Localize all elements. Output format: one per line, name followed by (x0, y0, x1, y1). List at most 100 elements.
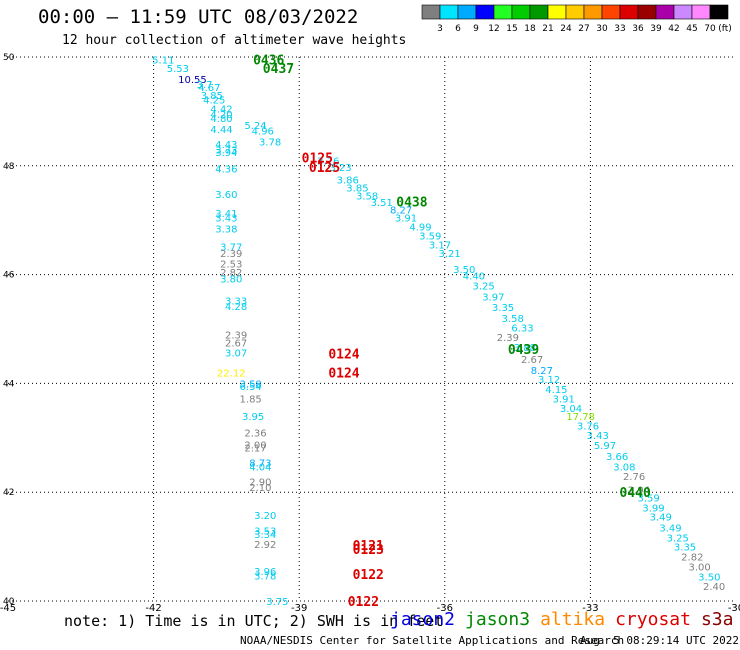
swh-value: 2.90 (249, 477, 271, 488)
pass-time-label: 0125 (309, 161, 340, 176)
swh-value: 3.49 (659, 524, 681, 535)
pass-time-label: 0122 (348, 595, 379, 610)
x-tick-label: -42 (145, 603, 161, 614)
swh-value: 5.11 (152, 56, 174, 67)
swh-value: 3.21 (439, 249, 461, 260)
pass-time-label: 0436 (253, 54, 284, 69)
swh-value: 4.44 (210, 125, 232, 136)
swh-value: 2.10 (249, 483, 271, 494)
swh-value: 2.53 (220, 260, 242, 271)
colorbar-tick-label: 36 (632, 24, 644, 34)
colorbar-swatch (673, 4, 693, 20)
swh-value: 3.35 (674, 543, 696, 554)
pass-time-label: 0123 (353, 543, 384, 558)
swh-value: 2.67 (225, 339, 247, 350)
swh-value: 3.38 (215, 224, 237, 235)
colorbar-tick-label: 70 (704, 24, 716, 34)
colorbar-tick-label: 18 (524, 24, 536, 34)
swh-value: 3.95 (242, 412, 264, 423)
swh-value: 8.27 (531, 366, 553, 377)
swh-value: 3.59 (419, 231, 441, 242)
swh-value: 2.39 (497, 333, 519, 344)
swh-value: 3.17 (429, 241, 451, 252)
swh-value: 3.23 (329, 163, 351, 174)
colorbar-tick-label: 9 (473, 24, 479, 34)
swh-value: 3.33 (225, 297, 247, 308)
swh-value: 2.67 (521, 355, 543, 366)
satellite-jason2: jason2 (390, 609, 456, 630)
pass-time-label: 0122 (353, 568, 384, 583)
colorbar-tick-label: 3 (437, 24, 443, 34)
swh-value: 3.85 (201, 91, 223, 102)
y-tick-label: 46 (3, 271, 15, 281)
colorbar-tick-label: 12 (488, 24, 499, 34)
x-tick-label: -45 (0, 603, 16, 614)
y-tick-label: 48 (3, 162, 15, 172)
colorbar-swatch (493, 4, 513, 20)
swh-value: 3.73 (215, 145, 237, 156)
swh-value: 10.55 (178, 75, 207, 86)
swh-value: 2.36 (244, 428, 266, 439)
swh-value: 2.39 (220, 249, 242, 260)
swh-value: 3.25 (472, 281, 494, 292)
swh-value: 3.78 (259, 137, 281, 148)
swh-value: 3.75 (266, 597, 288, 608)
swh-value: 3.7 (197, 80, 213, 91)
swh-value: 3.49 (650, 513, 672, 524)
colorbar-tick-label: 45 (686, 24, 697, 34)
footer-timestamp: Aug 5 08:29:14 UTC 2022 (580, 634, 739, 647)
swh-value: 3.85 (346, 184, 368, 195)
swh-value: 2.92 (254, 540, 276, 551)
swh-value: 3.35 (492, 303, 514, 314)
colorbar-swatch (709, 4, 729, 20)
swh-value: 4.15 (545, 385, 567, 396)
swh-value: 3.76 (577, 421, 599, 432)
swh-value: 2.82 (681, 552, 703, 563)
swh-value: 3.50 (698, 573, 720, 584)
swh-value: 3.66 (606, 452, 628, 463)
pass-time-label: 0440 (620, 486, 651, 501)
y-tick-label: 50 (3, 53, 15, 63)
colorbar-tick-label: 6 (455, 24, 461, 34)
swh-value: 3.80 (220, 274, 242, 285)
swh-value: 3.97 (482, 292, 504, 303)
swh-value: 4.43 (215, 140, 237, 151)
satellite-s3a: s3a (700, 609, 734, 630)
colorbar-swatch (601, 4, 621, 20)
swh-value: 3.91 (553, 395, 575, 406)
colorbar-tick-label: 27 (578, 24, 589, 34)
swh-value: 3.58 (240, 379, 262, 390)
swh-value: 3.60 (215, 190, 237, 201)
swh-value: 3.53 (254, 526, 276, 537)
swh-value: 4.99 (409, 223, 431, 234)
colorbar-tick-label: 42 (668, 24, 679, 34)
swh-value: 8.27 (390, 205, 412, 216)
swh-value: 3.77 (220, 242, 242, 253)
swh-value: 3.25 (667, 533, 689, 544)
swh-value: 5.24 (244, 121, 266, 132)
swh-value: 3.50 (453, 265, 475, 276)
x-tick-label: -39 (291, 603, 307, 614)
colorbar-swatch (475, 4, 495, 20)
colorbar-swatch (421, 4, 441, 20)
footer-note: note: 1) Time is in UTC; 2) SWH is in fe… (64, 612, 444, 630)
swh-value: 5.53 (167, 64, 189, 75)
swh-value: 3.12 (538, 375, 560, 386)
swh-value: 3.94 (215, 148, 237, 159)
y-tick-label: 44 (3, 379, 15, 389)
swh-value: 3.58 (356, 192, 378, 203)
colorbar-swatch (457, 4, 477, 20)
swh-value: 4.42 (210, 105, 232, 116)
swh-value: 3.86 (337, 175, 359, 186)
swh-value: 3.43 (587, 431, 609, 442)
colorbar-swatch (691, 4, 711, 20)
footer-credit: NOAA/NESDIS Center for Satellite Applica… (240, 634, 625, 647)
swh-value: 17.78 (566, 412, 595, 423)
swh-value: 2.39 (225, 330, 247, 341)
colorbar-tick-label: 39 (650, 24, 662, 34)
axis-ticks: -45 -42 -39 -36 -33 -30 50 48 46 44 42 40 (0, 53, 740, 614)
swh-value: 2.17 (244, 444, 266, 455)
colorbar-unit: (ft) (718, 24, 732, 34)
swh-value: 6.33 (511, 323, 533, 334)
